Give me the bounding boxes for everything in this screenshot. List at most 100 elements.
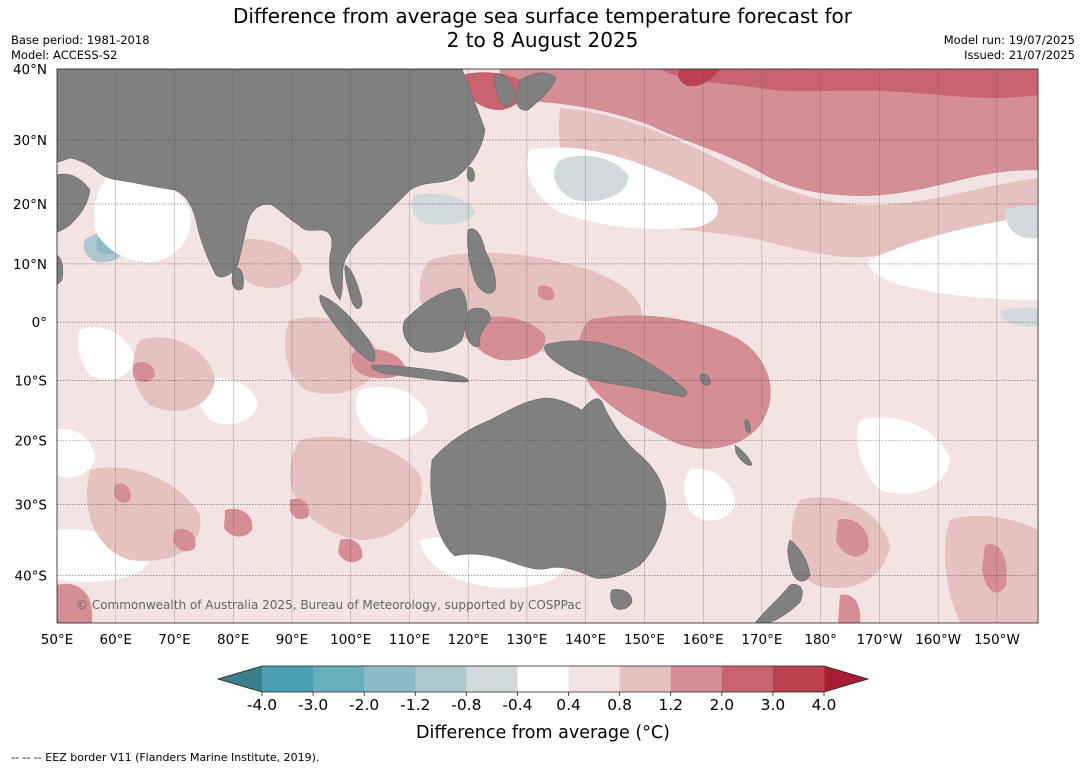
anomaly-indian-light-3	[235, 239, 302, 288]
land-sumatra	[319, 294, 376, 363]
lat-tick-label: 30°S	[15, 498, 48, 514]
lon-tick-label: 100°E	[330, 632, 371, 648]
anomaly-cool-eq-pacific	[1000, 307, 1038, 327]
colorbar: -4.0 -3.0 -2.0 -1.2 -0.8 -0.4 0.4 0.8 1.2 2.0 3.0 4…	[216, 665, 870, 714]
lon-tick-label: 150°W	[974, 632, 1020, 648]
meta-left: Base period: 1981-2018 Model: ACCESS-S2	[11, 33, 150, 63]
anomaly-indian-neutral-4	[355, 386, 428, 440]
colorbar-tick-label: -4.0	[247, 696, 277, 714]
land-masses	[57, 69, 811, 623]
colorbar-tick-label: -3.0	[298, 696, 328, 714]
anomaly-north-pacific-strong	[660, 69, 1038, 99]
anomaly-blob-5	[173, 528, 196, 552]
anomaly-sw-neutral	[57, 429, 95, 478]
title-line-2: 2 to 8 August 2025	[446, 28, 639, 52]
anomaly-blob-6	[836, 519, 869, 557]
colorbar-segment	[670, 666, 723, 692]
colorbar-tick-label: -2.0	[349, 696, 379, 714]
anomaly-indian-light-1	[133, 337, 215, 412]
anomaly-indian-neutral-1	[94, 173, 191, 262]
colorbar-tick-label: 3.0	[761, 696, 786, 714]
longitude-labels: 50°E 60°E 70°E 80°E 90°E 100°E 110°E 120°E 130°E…	[41, 632, 1020, 648]
lon-tick-label: 160°W	[915, 632, 961, 648]
lat-tick-label: 20°N	[13, 197, 47, 213]
land-malay	[344, 264, 363, 309]
anomaly-blob-8	[538, 285, 555, 301]
lat-tick-label: 10°S	[15, 373, 48, 389]
anomaly-blob-9	[57, 583, 92, 623]
land-nz-south	[754, 584, 803, 623]
chart-title: Difference from average sea surface temp…	[0, 4, 1085, 52]
land-vanuatu	[744, 419, 751, 433]
lat-tick-label: 40°S	[15, 568, 48, 584]
colorbar-extend-high	[824, 666, 868, 692]
lon-tick-label: 120°E	[448, 632, 489, 648]
colorbar-segment	[517, 666, 570, 692]
colorbar-tick-label: -1.2	[400, 696, 430, 714]
colorbar-segment	[619, 666, 672, 692]
latitude-labels: 40°N 30°N 20°N 10°N 0° 10°S 20°S 30°S 40°S	[13, 62, 47, 584]
anomaly-blob-11	[838, 594, 861, 623]
anomaly-indian-neutral-3	[197, 377, 258, 425]
lon-tick-label: 170°E	[741, 632, 782, 648]
lon-tick-label: 160°E	[683, 632, 724, 648]
anomaly-blob-2	[224, 508, 253, 537]
graticule	[57, 69, 1038, 623]
lon-tick-label: 90°E	[276, 632, 308, 648]
meta-right: Model run: 19/07/2025 Issued: 21/07/2025	[944, 33, 1075, 63]
anomaly-blob-7	[982, 544, 1007, 593]
lat-tick-label: 40°N	[13, 62, 47, 78]
anomaly-indian-neutral-2	[77, 326, 135, 380]
land-new-guinea	[544, 340, 687, 397]
model-name: Model: ACCESS-S2	[11, 48, 118, 62]
anomaly-south-neutral-3	[856, 417, 950, 494]
anomaly-se-indian-light	[290, 436, 422, 540]
anomaly-cool-south-china-sea	[411, 193, 475, 225]
lon-tick-label: 110°E	[389, 632, 430, 648]
lon-tick-label: 50°E	[41, 632, 73, 648]
anomaly-blob-1	[133, 361, 155, 383]
colorbar-title: Difference from average (°C)	[416, 723, 670, 743]
land-taiwan	[466, 167, 475, 182]
copyright-notice: © Commonwealth of Australia 2025, Bureau…	[76, 598, 581, 612]
map-frame	[56, 68, 1039, 624]
land-africa-horn	[57, 254, 64, 286]
lat-tick-label: 30°N	[13, 133, 47, 149]
land-borneo	[402, 287, 468, 353]
anomaly-banda-sea	[469, 316, 546, 361]
land-tasmania	[610, 589, 633, 610]
colorbar-segment	[772, 666, 825, 692]
anomaly-cool-philippine-sea	[554, 155, 629, 202]
lat-tick-label: 0°	[32, 315, 47, 331]
lon-tick-label: 80°E	[217, 632, 249, 648]
lon-tick-label: 180°	[804, 632, 837, 648]
land-solomons	[699, 373, 711, 386]
lon-tick-label: 150°E	[624, 632, 665, 648]
anomaly-cool-east-pacific	[1005, 205, 1038, 239]
colorbar-segment	[364, 666, 416, 692]
anomaly-ne-pacific-neutral	[869, 215, 1038, 300]
colorbar-tick-label: -0.4	[502, 696, 532, 714]
lon-tick-label: 140°E	[565, 632, 606, 648]
colorbar-segment	[568, 666, 621, 692]
eez-footnote: -- -- -- EEZ border V11 (Flanders Marine…	[11, 751, 320, 764]
anomaly-blob-4	[114, 483, 131, 503]
lon-tick-label: 130°E	[506, 632, 547, 648]
land-arabia	[57, 173, 91, 233]
anomaly-north-pacific-peak	[678, 69, 720, 87]
map-panel: © Commonwealth of Australia 2025, Bureau…	[57, 69, 1038, 623]
land-asia	[57, 69, 486, 301]
anomaly-blob-10	[290, 498, 309, 520]
land-nz-north	[787, 539, 811, 582]
lon-tick-label: 70°E	[158, 632, 190, 648]
model-run: Model run: 19/07/2025	[943, 33, 1075, 47]
colorbar-extend-low	[218, 666, 262, 692]
land-philippines	[467, 228, 496, 294]
lon-tick-label: 170°W	[856, 632, 902, 648]
colorbar-tick-label: 0.4	[556, 696, 581, 714]
anomaly-south-neutral-1	[57, 529, 150, 582]
anomaly-south-neutral-4	[684, 469, 735, 521]
colorbar-segment	[415, 666, 467, 692]
colorbar-segment	[466, 666, 518, 692]
colorbar-tick-label: 0.8	[607, 696, 632, 714]
